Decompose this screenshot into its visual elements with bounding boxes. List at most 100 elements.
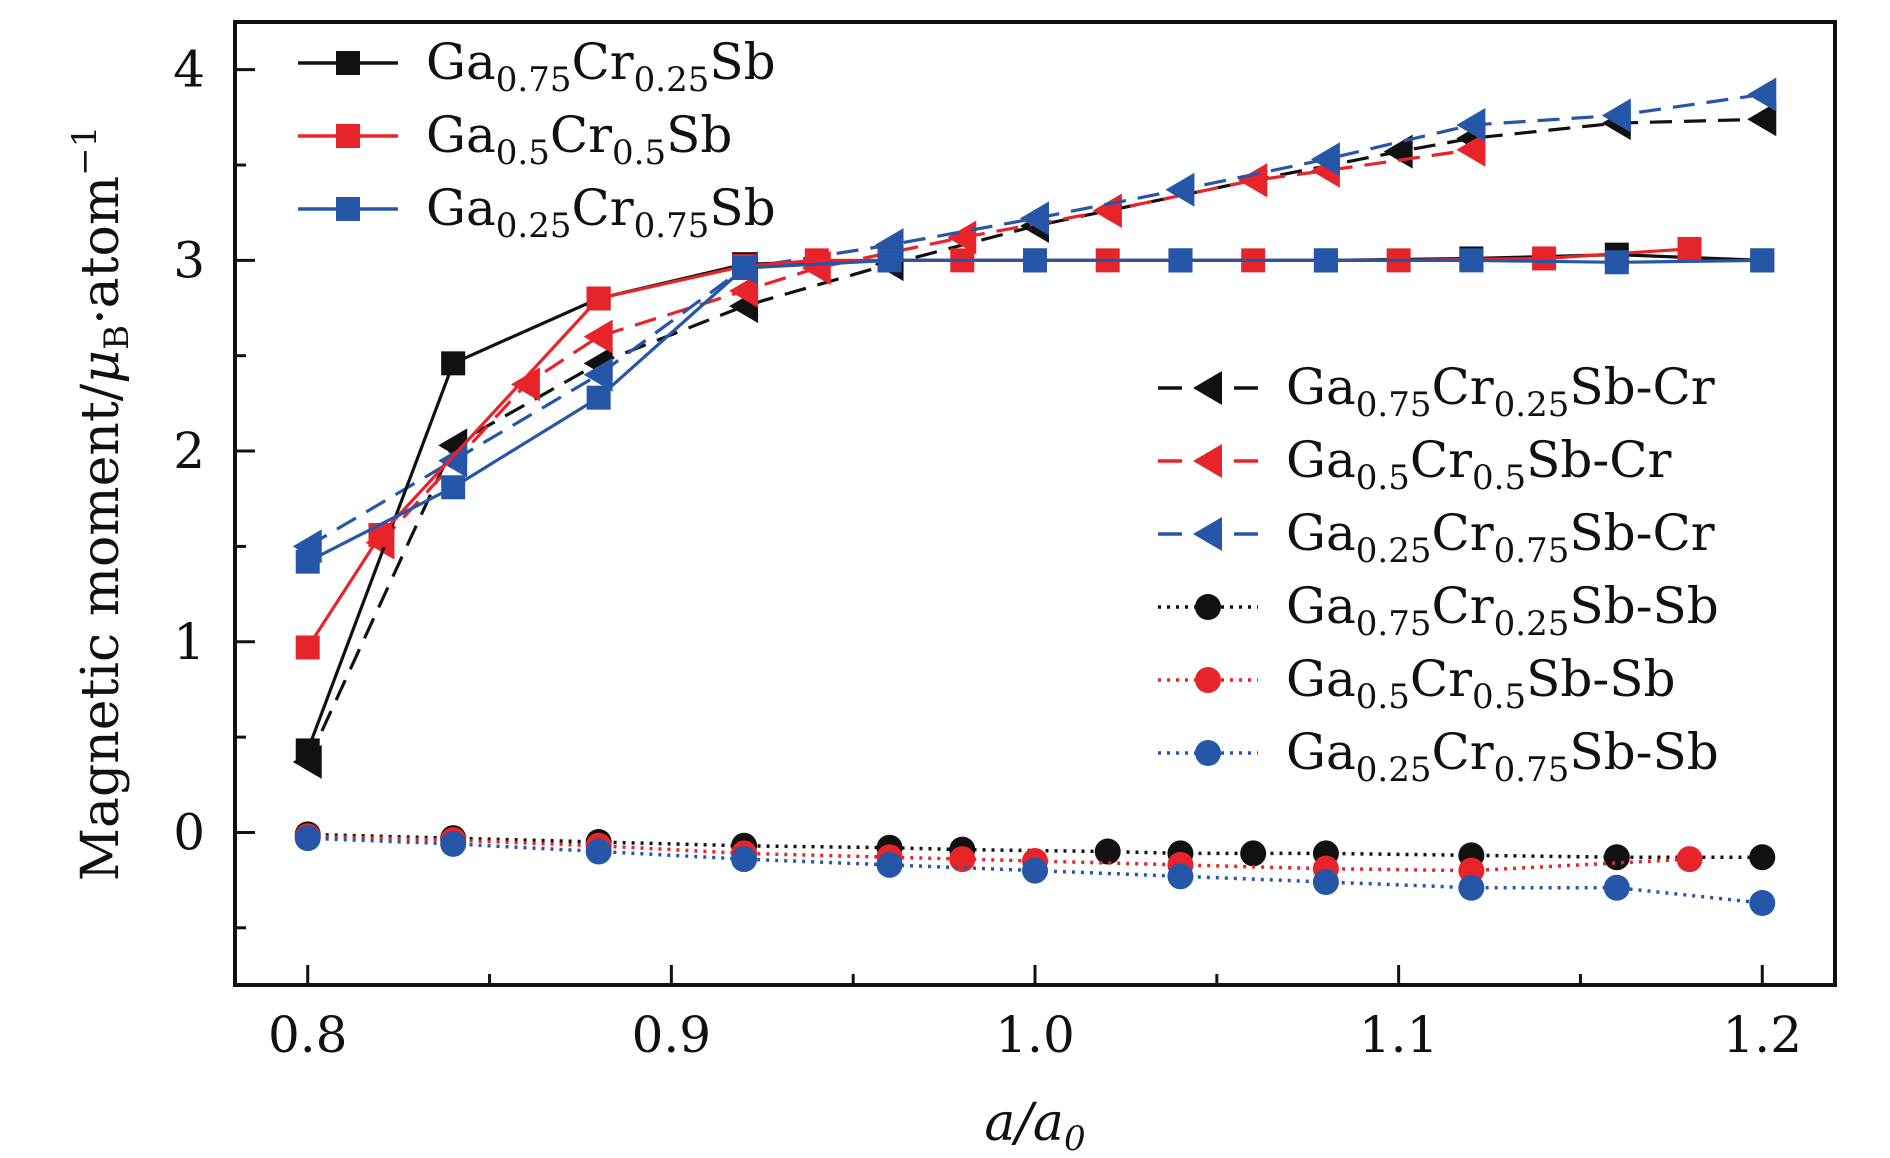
series-line [306, 117, 1763, 763]
data-point [1165, 172, 1195, 207]
legend-entry: Ga0.25Cr0.75Sb-Sb [1158, 723, 1719, 790]
legend-entry: Ga0.75Cr0.25Sb-Sb [1158, 577, 1719, 644]
data-point [1750, 248, 1775, 273]
data-point [586, 286, 611, 311]
data-point [1749, 844, 1776, 871]
data-point [876, 851, 903, 878]
data-point [804, 248, 829, 273]
data-point [1601, 98, 1631, 133]
legend-label: Ga0.75Cr0.25Sb-Sb [1286, 577, 1719, 644]
data-point [947, 220, 977, 255]
y-tick-label: 0 [173, 803, 205, 861]
legend-label: Ga0.5Cr0.5Sb-Cr [1286, 431, 1672, 498]
legend-marker [336, 51, 360, 75]
data-point [1749, 890, 1776, 917]
data-point [1092, 193, 1122, 228]
legend-entry: Ga0.5Cr0.5Sb-Cr [1158, 431, 1672, 498]
data-point [1023, 248, 1047, 273]
legend-marker [336, 197, 360, 221]
data-point [1677, 236, 1702, 261]
legend-label: Ga0.25Cr0.75Sb-Cr [1286, 504, 1715, 571]
data-point [1022, 857, 1048, 884]
legend-marker [1193, 444, 1222, 478]
legend-entry: Ga0.5Cr0.5Sb-Sb [1158, 650, 1676, 717]
y-tick-label: 4 [173, 41, 205, 99]
series-Ga0.25Cr0.75Sb [295, 248, 1775, 574]
legend-marker [336, 124, 360, 148]
legend-entry: Ga0.75Cr0.25Sb [298, 33, 776, 100]
series-line [379, 148, 1472, 544]
data-point [1240, 840, 1267, 867]
legend-marker [1195, 667, 1221, 693]
x-tick-label: 1.2 [1723, 1006, 1803, 1064]
data-point [1238, 163, 1268, 198]
legend-entry: Ga0.25Cr0.75Sb-Cr [1158, 504, 1715, 571]
data-point [586, 385, 611, 410]
y-tick-label: 1 [173, 613, 205, 671]
data-point [1676, 846, 1703, 873]
data-point [1020, 201, 1049, 236]
y-axis-label: Magnetic moment/μB·atom−1 [65, 126, 137, 882]
x-tick-label: 0.9 [632, 1006, 712, 1064]
legend-marker [1195, 740, 1221, 766]
legend-entry: Ga0.75Cr0.25Sb-Cr [1158, 358, 1715, 425]
data-point [1456, 132, 1486, 167]
data-point [1313, 248, 1338, 273]
data-point [1094, 838, 1121, 865]
data-point [295, 549, 320, 574]
legend-marker [1193, 371, 1222, 405]
legend-entry: Ga0.25Cr0.75Sb [298, 179, 776, 246]
data-point [438, 443, 468, 478]
legend-label: Ga0.25Cr0.75Sb-Sb [1286, 723, 1719, 790]
data-point [949, 846, 976, 873]
data-point [731, 846, 758, 873]
data-point [1604, 250, 1629, 275]
data-point [295, 635, 320, 660]
data-point [732, 255, 757, 280]
y-tick-label: 3 [173, 231, 205, 289]
legend-marker [1193, 517, 1222, 551]
data-point [441, 475, 466, 500]
data-point [1459, 248, 1484, 273]
data-point [585, 838, 612, 865]
data-point [440, 830, 467, 857]
data-point [1458, 874, 1485, 901]
data-point [583, 357, 613, 392]
series-Ga0.5Cr0.5Sb-Cr [365, 132, 1486, 560]
y-tick-label: 2 [173, 422, 205, 480]
data-point [1532, 246, 1557, 271]
legend-label: Ga0.5Cr0.5Sb-Sb [1286, 650, 1676, 717]
data-point [877, 248, 902, 273]
legend-label: Ga0.75Cr0.25Sb-Cr [1286, 358, 1715, 425]
data-point [1747, 102, 1777, 137]
x-tick-label: 0.8 [268, 1006, 348, 1064]
data-point [294, 825, 321, 852]
data-point [1603, 874, 1630, 901]
data-point [729, 273, 759, 308]
x-tick-label: 1.0 [995, 1006, 1075, 1064]
legend-layer: Ga0.75Cr0.25SbGa0.5Cr0.5SbGa0.25Cr0.75Sb… [298, 33, 1719, 790]
ticks-layer: 0.8 0.9 1.0 1.1 1.2 0 1 2 3 4 [173, 41, 1802, 1064]
data-point [368, 522, 393, 547]
series-Ga0.25Cr0.75Sb-Sb [294, 825, 1776, 917]
data-point [1603, 844, 1630, 871]
legend-label: Ga0.5Cr0.5Sb [426, 106, 732, 173]
data-point [583, 319, 613, 354]
data-point [1312, 869, 1339, 896]
series-layer [292, 77, 1777, 917]
legend-label: Ga0.75Cr0.25Sb [426, 33, 776, 100]
legend-entry: Ga0.5Cr0.5Sb [298, 106, 732, 173]
data-point [441, 351, 466, 376]
x-axis-label: a/a0 [984, 1093, 1085, 1158]
data-point [1310, 142, 1340, 177]
data-point [1747, 77, 1777, 112]
data-point [510, 367, 540, 402]
data-point [1456, 107, 1486, 142]
data-point [1167, 863, 1194, 890]
series-Ga0.5Cr0.5Sb-Sb [294, 823, 1703, 884]
series-line [306, 92, 1763, 548]
legend-marker [1195, 594, 1221, 620]
x-tick-label: 1.1 [1359, 1006, 1439, 1064]
data-point [295, 738, 320, 763]
